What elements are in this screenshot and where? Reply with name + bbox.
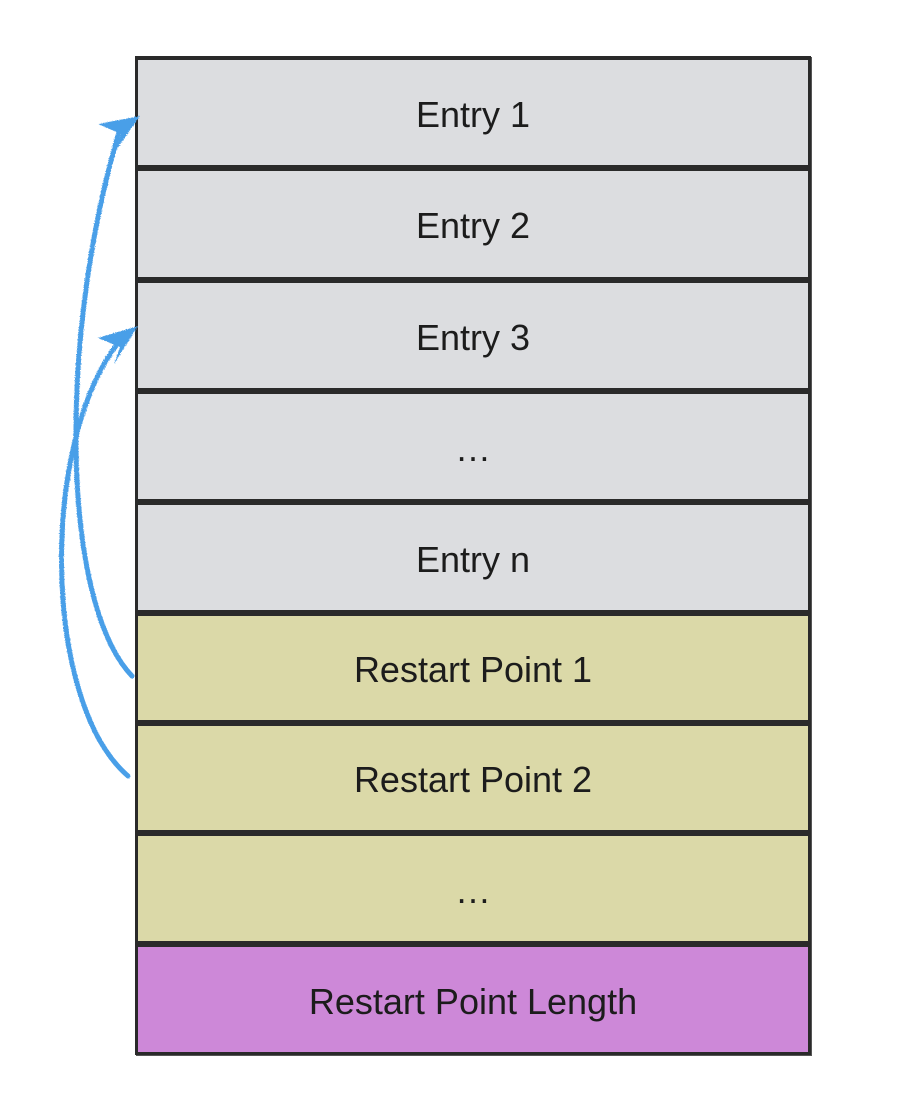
block-label: …	[455, 427, 491, 469]
block-stack: Entry 1 Entry 2 Entry 3 … Entry n Restar…	[135, 56, 811, 1055]
arrow-restart-point-2-to-entry-3	[59, 333, 131, 779]
arrow-restart-point-1-to-entry-1	[73, 119, 135, 679]
entry-1-block: Entry 1	[135, 56, 811, 168]
entries-ellipsis-block: …	[135, 390, 811, 502]
arrowhead-entry-3	[98, 326, 138, 364]
arrowhead-entry-1	[98, 116, 140, 150]
block-label: Restart Point Length	[308, 980, 638, 1022]
restart-points-ellipsis-block: …	[135, 832, 811, 944]
restart-point-1-block: Restart Point 1	[135, 612, 811, 723]
block-label: …	[455, 869, 491, 911]
arrow-group	[59, 116, 140, 779]
restart-point-2-block: Restart Point 2	[135, 722, 811, 833]
entry-3-block: Entry 3	[135, 279, 811, 391]
entry-2-block: Entry 2	[135, 167, 811, 280]
block-label: Entry 1	[415, 93, 531, 135]
entry-n-block: Entry n	[135, 501, 811, 613]
restart-point-length-block: Restart Point Length	[135, 943, 811, 1055]
block-label: Entry 2	[415, 205, 531, 246]
block-label: Restart Point 1	[353, 649, 593, 690]
block-label: Restart Point 2	[353, 759, 593, 800]
block-label: Entry 3	[415, 316, 531, 358]
block-label: Entry n	[415, 538, 531, 580]
